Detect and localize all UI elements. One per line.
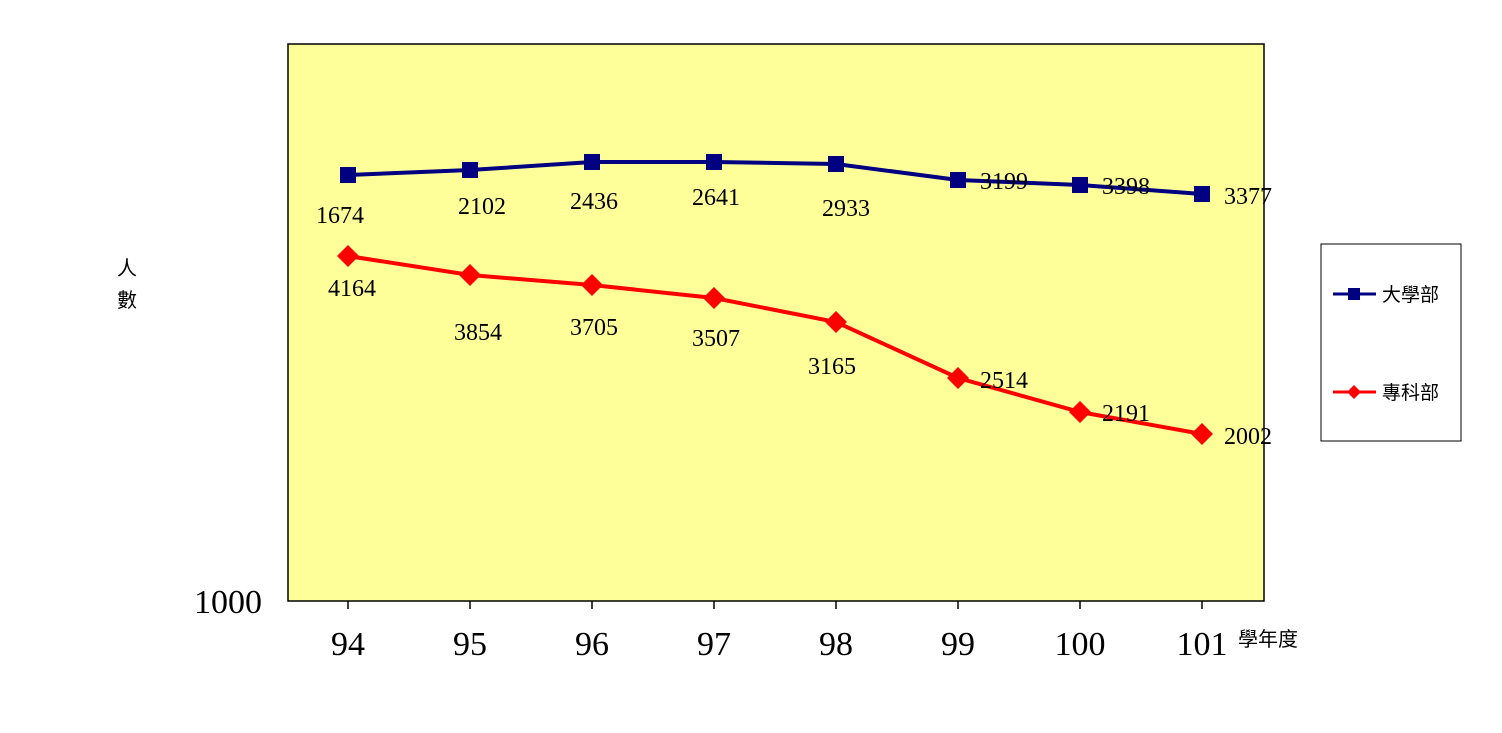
data-label: 2002 xyxy=(1224,424,1272,450)
series-line xyxy=(347,254,1203,436)
x-tick-label: 100 xyxy=(1055,626,1106,663)
x-tick-label: 101 xyxy=(1177,626,1228,663)
data-label: 3165 xyxy=(808,354,856,380)
data-label: 3199 xyxy=(980,169,1028,195)
legend-marker xyxy=(1347,385,1361,399)
legend-label: 專科部 xyxy=(1382,382,1439,404)
data-point xyxy=(950,172,966,188)
data-point xyxy=(825,311,847,333)
data-point xyxy=(1191,423,1213,445)
legend-label: 大學部 xyxy=(1382,284,1439,306)
series-upper: 1674 2102 2436 2641 2933 3199 3398 3377 xyxy=(316,154,1272,229)
data-label: 2102 xyxy=(458,194,506,220)
x-tick-label: 98 xyxy=(819,626,853,663)
data-label: 2933 xyxy=(822,196,870,222)
legend-marker xyxy=(1348,288,1360,300)
x-tick-label: 95 xyxy=(453,626,487,663)
data-label: 2191 xyxy=(1102,401,1150,427)
legend-box xyxy=(1320,243,1462,442)
data-point xyxy=(703,287,725,309)
data-point xyxy=(1072,177,1088,193)
series-line xyxy=(347,160,1203,196)
data-label: 1674 xyxy=(316,203,364,229)
legend-entry: 大學部 xyxy=(1333,284,1439,306)
x-axis-label: 學年度 xyxy=(1238,627,1298,651)
data-label: 3377 xyxy=(1224,184,1272,210)
data-label: 3705 xyxy=(570,315,618,341)
x-axis: 94 95 96 97 98 99 100 101 xyxy=(331,601,1228,663)
series-lower: 4164 3854 3705 3507 3165 2514 2191 2002 xyxy=(328,245,1272,450)
data-label: 3398 xyxy=(1102,174,1150,200)
legend-entry: 專科部 xyxy=(1333,382,1439,404)
data-label: 2641 xyxy=(692,185,740,211)
data-point xyxy=(340,167,356,183)
x-tick-label: 94 xyxy=(331,626,365,663)
data-point xyxy=(459,264,481,286)
data-point xyxy=(947,367,969,389)
data-label: 2436 xyxy=(570,189,618,215)
x-tick-label: 97 xyxy=(697,626,731,663)
data-point xyxy=(462,162,478,178)
y-axis-label: 人數 xyxy=(117,256,137,312)
data-label: 3854 xyxy=(454,320,502,346)
data-point xyxy=(828,156,844,172)
y-axis-tick-label: 1000 xyxy=(194,584,262,621)
data-point xyxy=(581,274,603,296)
data-point xyxy=(337,245,359,267)
data-point xyxy=(706,154,722,170)
y-axis-label-text: 人數 xyxy=(117,256,137,312)
x-tick-label: 96 xyxy=(575,626,609,663)
data-point xyxy=(1069,401,1091,423)
x-tick-label: 99 xyxy=(941,626,975,663)
data-point xyxy=(584,154,600,170)
plot-area xyxy=(287,43,1265,602)
data-point xyxy=(1194,186,1210,202)
data-label: 4164 xyxy=(328,276,376,302)
series-layer: 1674 2102 2436 2641 2933 3199 3398 3377 4164 3854… xyxy=(316,154,1272,450)
data-label: 2514 xyxy=(980,368,1028,394)
data-label: 3507 xyxy=(692,326,740,352)
